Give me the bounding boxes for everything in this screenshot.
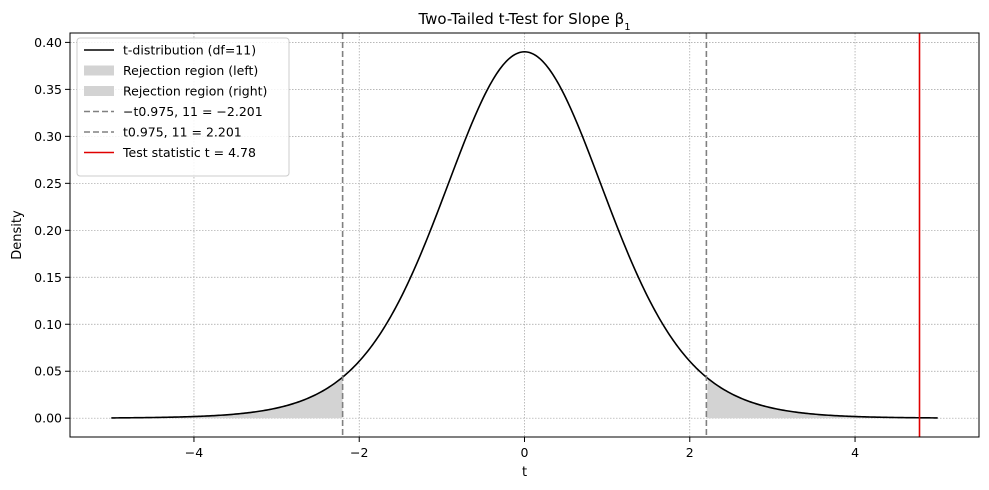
- y-tick-label: 0.35: [34, 82, 62, 97]
- y-tick-label: 0.40: [34, 35, 62, 50]
- rejection-region-left: [111, 377, 343, 419]
- x-tick-label: 4: [851, 445, 859, 460]
- legend-label: t0.975, 11 = 2.201: [123, 125, 242, 140]
- legend-swatch-fill: [84, 65, 114, 76]
- x-tick-label: −2: [350, 445, 368, 460]
- legend: t-distribution (df=11) Rejection region (…: [76, 37, 290, 177]
- legend-label: Rejection region (right): [123, 84, 267, 99]
- chart-title: Two-Tailed t-Test for Slope β1: [417, 10, 630, 33]
- rejection-regions: [111, 377, 938, 419]
- y-axis-label: Density: [10, 210, 25, 260]
- y-tick-label: 0.30: [34, 129, 62, 144]
- x-tick-label: −4: [185, 445, 203, 460]
- y-tick-label: 0.25: [34, 176, 62, 191]
- ticks: −4 −2 0 2 4 0.00 0.05 0.10 0.15 0.20 0.25 0.30 0.35 0…: [34, 35, 859, 460]
- legend-label: −t0.975, 11 = −2.201: [123, 104, 263, 119]
- y-tick-label: 0.20: [34, 223, 62, 238]
- y-tick-label: 0.00: [34, 411, 62, 426]
- y-tick-label: 0.15: [34, 270, 62, 285]
- rejection-region-right: [706, 378, 938, 419]
- chart-title-text: Two-Tailed t-Test for Slope β: [417, 10, 624, 28]
- y-tick-label: 0.05: [34, 364, 62, 379]
- legend-box: [76, 37, 290, 177]
- x-tick-label: 0: [521, 445, 529, 460]
- y-tick-label: 0.10: [34, 317, 62, 332]
- legend-swatch-fill: [84, 86, 114, 96]
- reference-lines: [341, 33, 921, 437]
- chart-title-subscript: 1: [624, 22, 630, 33]
- legend-label: Rejection region (left): [123, 63, 258, 78]
- curve-layer: [111, 50, 938, 419]
- x-axis-label: t: [522, 465, 527, 480]
- x-tick-label: 2: [686, 445, 694, 460]
- legend-label: Test statistic t = 4.78: [122, 145, 256, 160]
- t-distribution-curve: [111, 50, 938, 419]
- legend-label: t-distribution (df=11): [123, 43, 256, 58]
